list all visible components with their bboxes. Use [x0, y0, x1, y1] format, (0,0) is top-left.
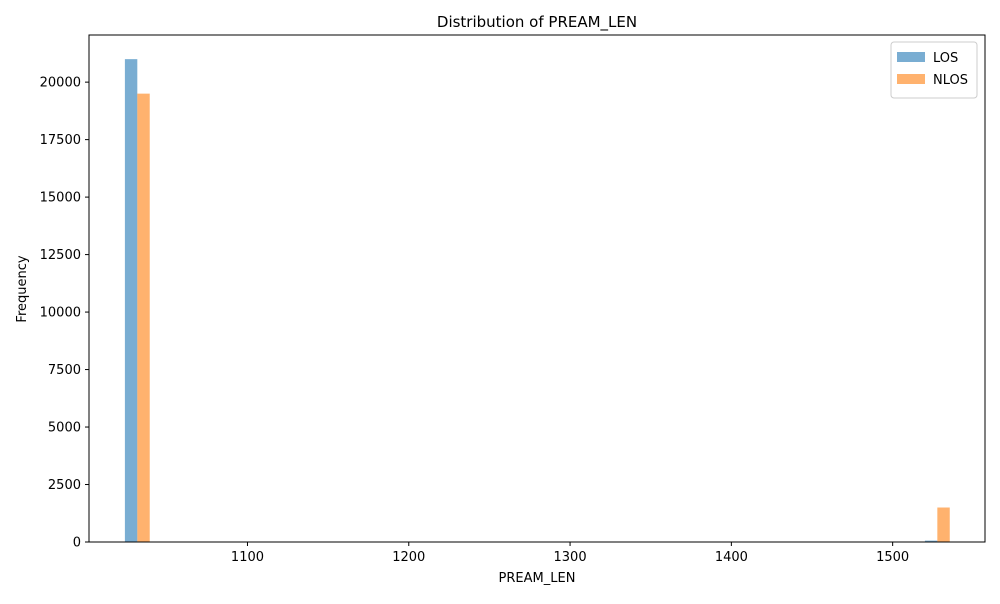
bars-layer: [124, 59, 950, 543]
y-tick-label: 10000: [40, 306, 81, 321]
x-tick-label: 1500: [876, 550, 909, 565]
y-tick-label: 15000: [40, 191, 81, 206]
y-tick-label: 17500: [40, 133, 81, 148]
bar-nlos-1: [937, 507, 950, 542]
chart-title: Distribution of PREAM_LEN: [437, 13, 637, 32]
bar-nlos-0: [137, 93, 150, 542]
legend: LOS NLOS: [890, 41, 978, 99]
x-axis: 1100 1200 1300 1400 1500: [231, 542, 909, 565]
x-tick-label: 1100: [231, 550, 264, 565]
y-tick-label: 2500: [48, 478, 81, 493]
legend-label-nlos: NLOS: [933, 73, 968, 88]
bar-los-1: [924, 540, 938, 542]
y-axis-title: Frequency: [15, 255, 30, 322]
x-tick-label: 1200: [392, 550, 425, 565]
y-tick-label: 0: [73, 536, 81, 551]
legend-swatch-nlos: [897, 74, 925, 84]
x-tick-label: 1400: [715, 550, 748, 565]
y-tick-label: 12500: [40, 248, 81, 263]
y-tick-label: 5000: [48, 421, 81, 436]
plot-frame: [88, 34, 986, 543]
legend-label-los: LOS: [933, 51, 958, 66]
y-tick-label: 20000: [40, 76, 81, 91]
x-tick-label: 1300: [554, 550, 587, 565]
legend-swatch-los: [897, 52, 925, 62]
x-axis-title: PREAM_LEN: [499, 571, 576, 586]
y-tick-label: 7500: [48, 363, 81, 378]
y-axis: 0 2500 5000 7500 10000 12500 15000 17500 20000: [40, 76, 89, 551]
bar-los-0: [124, 59, 138, 543]
